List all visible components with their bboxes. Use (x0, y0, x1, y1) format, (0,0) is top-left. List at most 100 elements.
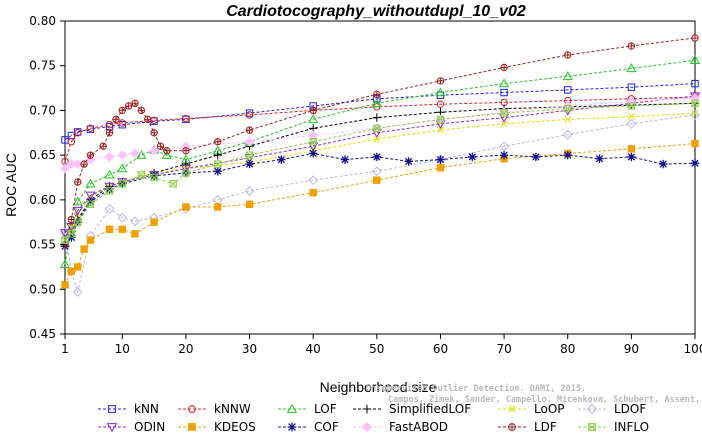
legend-label: COF (314, 420, 339, 434)
data-point (118, 119, 126, 127)
y-tick-label: 0.50 (29, 282, 56, 296)
data-point (286, 403, 298, 413)
data-point (156, 142, 165, 150)
data-point (59, 259, 71, 268)
data-point (404, 157, 413, 166)
data-point (182, 146, 190, 155)
data-point (104, 152, 115, 162)
data-point (245, 151, 254, 159)
y-tick-label: 0.65 (29, 148, 56, 162)
legend-swatch (278, 403, 306, 413)
legend-label: LoOP (534, 402, 565, 416)
series-line (64, 83, 696, 141)
series-line (64, 59, 696, 265)
legend-label: kNNW (214, 402, 251, 416)
data-point (499, 150, 509, 160)
data-point (60, 163, 70, 174)
x-tick-label: 40 (306, 342, 321, 356)
watermark-line-1: Unsupervised Outlier Detection. DAMI, 20… (366, 384, 587, 394)
data-point (691, 139, 699, 148)
data-point (66, 159, 77, 169)
data-point (86, 197, 95, 206)
data-point (500, 63, 508, 72)
data-point (373, 176, 381, 184)
y-tick-label: 0.75 (29, 59, 56, 73)
legend-label: SimplifiedLOF (389, 402, 472, 416)
data-point (124, 102, 133, 110)
data-point (691, 109, 699, 117)
series-line (64, 143, 696, 286)
series-cof (60, 149, 700, 251)
legend-item-ldof: LDOF (576, 401, 646, 417)
legend-item-simplifiedlof: SimplifiedLOF (351, 401, 471, 417)
data-point (309, 106, 317, 115)
data-point (691, 34, 699, 42)
data-point (74, 129, 82, 137)
legend-label: LDF (534, 420, 557, 434)
data-point (85, 191, 96, 201)
legend-label: INFLO (614, 420, 650, 434)
series-fastabod (60, 93, 700, 174)
data-point (112, 115, 120, 124)
data-point (117, 163, 128, 173)
x-tick-label: 10 (115, 342, 130, 356)
data-point (308, 130, 319, 141)
legend-item-inflo: INFLO (576, 419, 649, 435)
data-point (149, 145, 159, 156)
data-point (86, 236, 95, 244)
data-point (627, 113, 635, 121)
data-point (99, 142, 107, 150)
data-point (340, 155, 350, 164)
series-line (64, 152, 696, 247)
legend-swatch (498, 423, 526, 431)
plot-frame (64, 20, 696, 335)
legend-item-lof: LOF (276, 401, 337, 417)
data-point (626, 63, 637, 73)
data-point (373, 135, 381, 143)
data-point (500, 120, 508, 128)
x-tick-label: 60 (433, 342, 448, 356)
legend-label: FastABOD (389, 420, 449, 434)
data-point (562, 129, 573, 140)
data-point (136, 149, 147, 159)
legend-swatch (353, 404, 381, 414)
data-point (564, 115, 572, 123)
data-point (361, 421, 373, 433)
data-point (627, 102, 636, 110)
data-point (150, 129, 158, 137)
data-point (182, 169, 190, 177)
series-kdeos (61, 139, 699, 289)
data-point (362, 404, 372, 414)
data-point (436, 100, 445, 108)
data-point (74, 178, 82, 186)
x-tick-label: 30 (242, 342, 257, 356)
y-tick-label: 0.45 (29, 327, 56, 341)
data-point (74, 263, 82, 271)
data-point (245, 200, 254, 209)
data-point (499, 141, 509, 152)
data-point (104, 169, 115, 179)
series-line (64, 95, 696, 234)
data-point (67, 138, 76, 146)
data-point (308, 175, 319, 186)
x-tick-label: 50 (369, 342, 384, 356)
legend-label: KDEOS (214, 420, 256, 434)
data-point (118, 225, 126, 234)
series-line (64, 114, 696, 294)
legend-item-cof: COF (276, 419, 339, 435)
data-point (105, 129, 114, 137)
data-point (161, 149, 172, 159)
data-point (67, 267, 76, 276)
series-line (64, 37, 696, 245)
data-point (117, 212, 128, 223)
data-point (309, 138, 317, 146)
x-axis-label: Neighborhood size (320, 379, 437, 395)
legend-swatch (578, 423, 606, 431)
data-point (244, 186, 255, 196)
y-tick-label: 0.60 (29, 193, 56, 207)
data-point (86, 124, 95, 133)
data-point (150, 218, 158, 226)
data-point (214, 160, 222, 168)
data-point (309, 189, 317, 197)
